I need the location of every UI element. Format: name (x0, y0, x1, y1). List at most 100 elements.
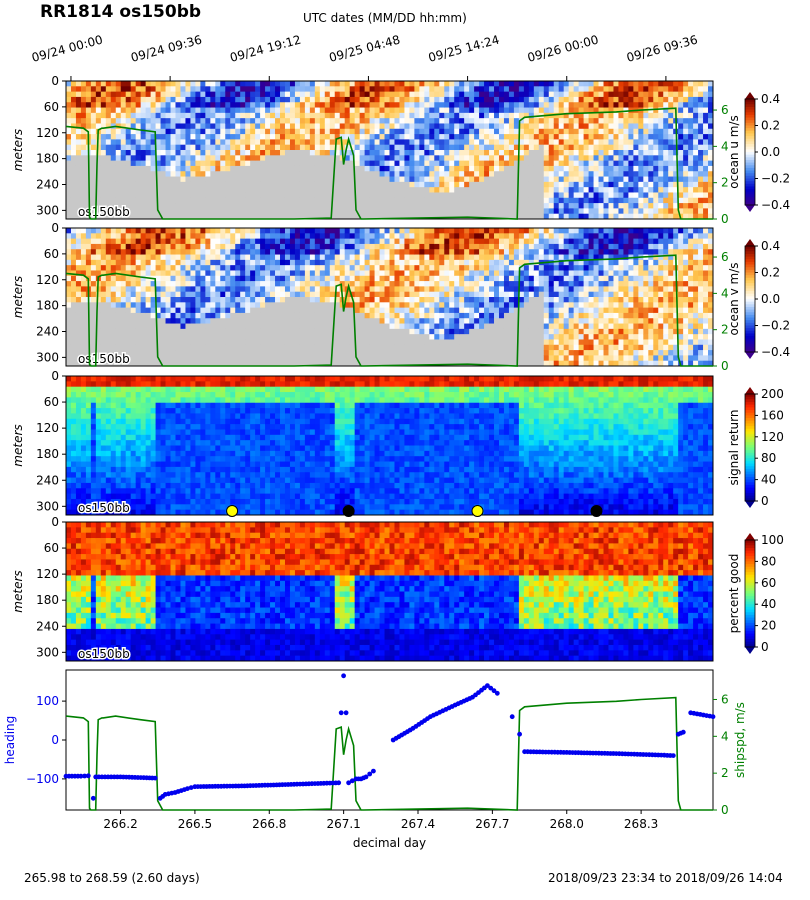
day-tick-label: 267.7 (475, 817, 509, 831)
instrument-label: os150bb (78, 501, 130, 515)
heading-point (185, 786, 190, 791)
heading-point (85, 773, 91, 779)
colorbar-tick-label: 120 (761, 430, 784, 444)
panel-frame (65, 521, 714, 662)
depth-tick-label: 180 (36, 152, 59, 166)
heading-point (336, 780, 342, 786)
colorbar (744, 239, 756, 359)
depth-tick-label: 120 (36, 567, 59, 581)
sunrise-marker (471, 505, 484, 517)
shipspd-tick-label: 0 (721, 803, 729, 817)
depth-tick-label: 120 (36, 126, 59, 140)
top-axis-title: UTC dates (MM/DD hh:mm) (303, 11, 467, 25)
depth-tick-label: 240 (36, 619, 59, 633)
line-panel-frame (65, 669, 714, 811)
colorbar-extend-bottom (745, 205, 755, 212)
depth-tick-label: 0 (51, 221, 59, 235)
depth-tick-label: 0 (51, 515, 59, 529)
colorbar-tick-label: −0.2 (761, 319, 790, 333)
depth-tick-label: 0 (51, 74, 59, 88)
heading-point (371, 768, 376, 774)
heading-series (63, 673, 716, 801)
heading-point (349, 778, 355, 784)
speed-tick-label: 0 (721, 359, 729, 373)
depth-tick-label: 300 (36, 645, 59, 659)
depth-tick-label: 120 (36, 273, 59, 287)
heading-point (338, 710, 344, 716)
day-tick-label: 268.0 (550, 817, 584, 831)
colorbar-tick-label: 0.0 (761, 145, 780, 159)
heading-point (363, 774, 369, 780)
speed-tick-label: 4 (721, 286, 729, 300)
depth-tick-label: 240 (36, 325, 59, 339)
date-range-label: 2018/09/23 23:34 to 2018/09/26 14:04 (548, 871, 783, 885)
colorbar-extend-bottom (745, 501, 755, 508)
colorbar-tick-label: 40 (761, 473, 776, 487)
shipspd-tick-label: 2 (721, 766, 729, 780)
depth-axis-label: meters (11, 570, 25, 612)
colorbar-tick-label: 20 (761, 619, 776, 633)
colorbar (744, 387, 756, 508)
top-axis-tick-label: 09/24 00:00 (30, 32, 104, 64)
heading-point (90, 795, 96, 801)
sunset-marker (590, 505, 603, 517)
colorbar-tick-label: 80 (761, 554, 776, 568)
speed-tick-label: 6 (721, 103, 729, 117)
depth-tick-label: 60 (44, 100, 59, 114)
depth-tick-label: 120 (36, 421, 59, 435)
colorbar-tick-label: 60 (761, 576, 776, 590)
colorbar-tick-label: 0.0 (761, 292, 780, 306)
depth-tick-label: 240 (36, 473, 59, 487)
top-axis-tick-label: 09/26 09:36 (625, 32, 699, 64)
top-axis-tick-label: 09/24 19:12 (228, 32, 302, 64)
heading-point (485, 683, 490, 688)
speed-tick-label: 4 (721, 139, 729, 153)
day-tick-label: 267.4 (401, 817, 435, 831)
depth-tick-label: 300 (36, 350, 59, 364)
colorbar-tick-label: −0.4 (761, 198, 790, 212)
ship-speed-series (65, 696, 713, 811)
ship-speed-line (65, 254, 713, 367)
depth-tick-label: 300 (36, 203, 59, 217)
heading-tick-label: 0 (51, 733, 59, 747)
colorbar-tick-label: 0.4 (761, 92, 780, 106)
heading-point (670, 753, 676, 758)
colorbar-extend-bottom (745, 352, 755, 359)
depth-axis-label: meters (11, 129, 25, 171)
colorbar-label: ocean u m/s (727, 115, 741, 189)
colorbar (744, 92, 756, 212)
depth-tick-label: 60 (44, 395, 59, 409)
heading-point (188, 785, 194, 790)
colorbar (744, 533, 756, 654)
day-tick-label: 267.1 (326, 817, 360, 831)
shipspd-axis-label: shipspd, m/s (733, 702, 747, 778)
page-title: RR1814 os150bb (40, 2, 202, 22)
speed-tick-label: 2 (721, 323, 729, 337)
depth-tick-label: 300 (36, 499, 59, 513)
depth-tick-label: 0 (51, 369, 59, 383)
heading-point (82, 773, 87, 779)
speed-tick-label: 0 (721, 212, 729, 226)
colorbar-tick-label: 0 (761, 640, 769, 654)
heading-tick-label: −100 (26, 772, 59, 786)
colorbar-tick-label: 0 (761, 494, 769, 508)
heading-tick-label: 100 (36, 694, 59, 708)
instrument-label: os150bb (78, 352, 130, 366)
heatmap-ocean-u (66, 81, 714, 220)
top-axis-tick-label: 09/25 04:48 (328, 32, 402, 64)
colorbar-extend-bottom (745, 647, 755, 654)
colorbar-tick-label: 200 (761, 387, 784, 401)
colorbar-tick-label: −0.4 (761, 345, 790, 359)
heading-point (341, 673, 346, 679)
day-tick-label: 266.5 (178, 817, 212, 831)
heatmap-signal-return (66, 376, 714, 516)
heading-point (710, 714, 716, 720)
ship-speed-line (65, 107, 713, 220)
colorbar-label: percent good (727, 554, 741, 634)
heading-point (78, 773, 84, 779)
sunrise-marker (226, 505, 239, 517)
colorbar-tick-label: 80 (761, 451, 776, 465)
colorbar-label: signal return (727, 409, 741, 485)
colorbar-tick-label: −0.2 (761, 172, 790, 186)
